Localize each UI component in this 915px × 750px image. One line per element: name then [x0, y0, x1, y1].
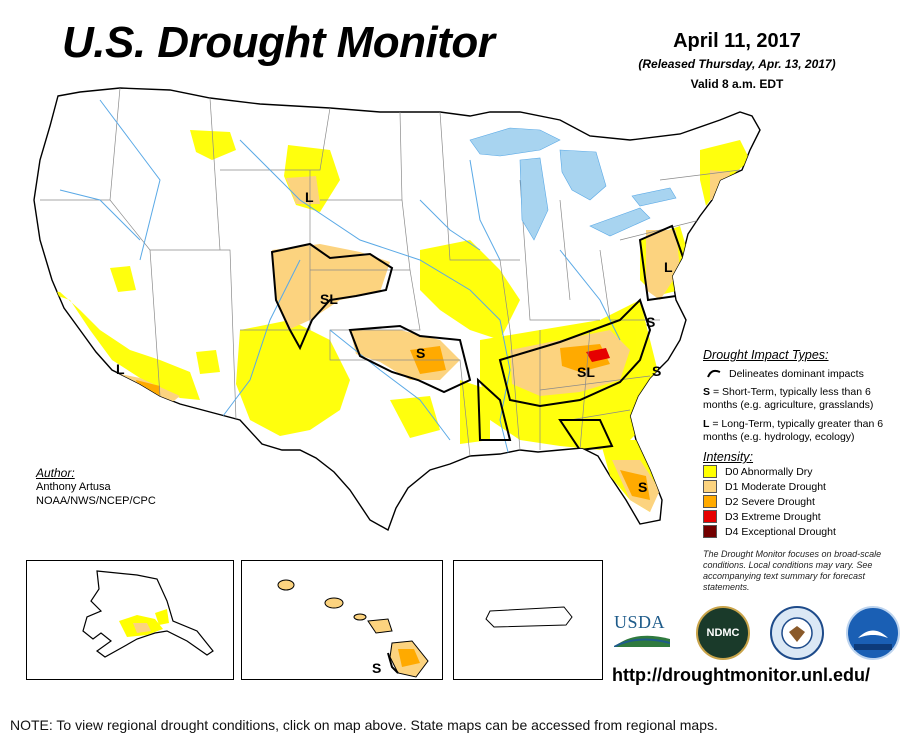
map-impact-labels: L SL S L SL S S L S	[116, 189, 673, 495]
long-term-text: = Long-Term, typically greater than 6 mo…	[703, 418, 884, 443]
author-block: Author: Anthony Artusa NOAA/NWS/NCEP/CPC	[36, 466, 156, 508]
author-title: Author:	[36, 466, 75, 480]
label-s-florida: S	[638, 479, 647, 495]
d3-areas	[586, 348, 610, 362]
long-term-desc: L = Long-Term, typically greater than 6 …	[703, 418, 903, 444]
swatch-d2	[703, 495, 717, 508]
partner-logos: USDA NDMC	[610, 604, 910, 664]
ndmc-logo[interactable]: NDMC	[696, 606, 750, 660]
commerce-logo[interactable]	[770, 606, 824, 660]
long-term-key: L	[703, 418, 710, 430]
hawaii-inset[interactable]: S	[241, 560, 443, 680]
intensity-d2: D2 Severe Drought	[703, 494, 903, 509]
release-date: (Released Thursday, Apr. 13, 2017)	[638, 57, 836, 71]
intensity-d1: D1 Moderate Drought	[703, 479, 903, 494]
valid-time: Valid 8 a.m. EDT	[690, 77, 784, 91]
great-lakes	[469, 127, 677, 241]
label-l-pennsylvania: L	[664, 259, 673, 275]
swatch-d1	[703, 480, 717, 493]
hawaii-map: S	[277, 579, 429, 678]
impact-boundaries	[270, 224, 686, 452]
label-s-carolina: S	[652, 363, 661, 379]
author-name: Anthony Artusa	[36, 481, 111, 493]
short-term-key: S	[703, 386, 711, 398]
drought-monitor-url[interactable]: http://droughtmonitor.unl.edu/	[612, 665, 870, 685]
short-term-desc: S = Short-Term, typically less than 6 mo…	[703, 386, 903, 412]
puerto-rico-map	[485, 606, 573, 628]
label-s-hawaii: S	[372, 660, 381, 676]
label-l-wyoming: L	[305, 189, 314, 205]
impact-line-icon	[707, 369, 721, 378]
intensity-d3: D3 Extreme Drought	[703, 509, 903, 524]
alaska-inset[interactable]	[26, 560, 234, 680]
puerto-rico-inset[interactable]	[453, 560, 603, 680]
short-term-text: = Short-Term, typically less than 6 mont…	[703, 386, 874, 411]
eagle-icon	[781, 617, 813, 649]
footer-note: NOTE: To view regional drought condition…	[10, 717, 718, 733]
intensity-d1-label: D1 Moderate Drought	[725, 480, 826, 493]
legend: Drought Impact Types: Delineates dominan…	[703, 348, 903, 593]
usda-logo[interactable]: USDA	[613, 612, 671, 652]
drought-map[interactable]: U.S. Drought Monitor April 11, 2017 (Rel…	[0, 0, 915, 715]
swatch-d3	[703, 510, 717, 523]
ndmc-logo-text: NDMC	[706, 627, 740, 639]
delineates-text: Delineates dominant impacts	[729, 368, 864, 380]
conus-land	[33, 87, 761, 532]
map-date: April 11, 2017	[673, 30, 801, 52]
label-sl-colorado: SL	[320, 291, 338, 307]
delineates-row: Delineates dominant impacts	[707, 368, 903, 380]
date-block: April 11, 2017 (Released Thursday, Apr. …	[612, 30, 862, 91]
usda-logo-mark	[613, 635, 671, 648]
label-sl-southeast: SL	[577, 364, 595, 380]
map-title: U.S. Drought Monitor	[62, 18, 495, 67]
label-s-kansas: S	[416, 345, 425, 361]
intensity-d4: D4 Exceptional Drought	[703, 524, 903, 539]
alaska-map	[82, 570, 214, 658]
intensity-d0: D0 Abnormally Dry	[703, 464, 903, 479]
author-org: NOAA/NWS/NCEP/CPC	[36, 495, 156, 507]
swatch-d0	[703, 465, 717, 478]
impact-types-title: Drought Impact Types:	[703, 348, 829, 362]
conus-map[interactable]: L SL S L SL S S L S	[0, 0, 915, 560]
intensity-d0-label: D0 Abnormally Dry	[725, 465, 813, 478]
label-s-virginia: S	[646, 314, 655, 330]
intensity-title: Intensity:	[703, 450, 754, 464]
label-l-california: L	[116, 361, 125, 377]
noaa-logo[interactable]	[846, 606, 900, 660]
rivers	[59, 99, 621, 461]
intensity-d2-label: D2 Severe Drought	[725, 495, 815, 508]
usda-logo-text: USDA	[614, 612, 666, 632]
intensity-list: D0 Abnormally Dry D1 Moderate Drought D2…	[703, 464, 903, 539]
intensity-d4-label: D4 Exceptional Drought	[725, 525, 836, 538]
swatch-d4	[703, 525, 717, 538]
focus-note: The Drought Monitor focuses on broad-sca…	[703, 549, 882, 592]
intensity-d3-label: D3 Extreme Drought	[725, 510, 821, 523]
state-boundaries	[40, 88, 741, 457]
noaa-gull-icon	[854, 630, 892, 650]
